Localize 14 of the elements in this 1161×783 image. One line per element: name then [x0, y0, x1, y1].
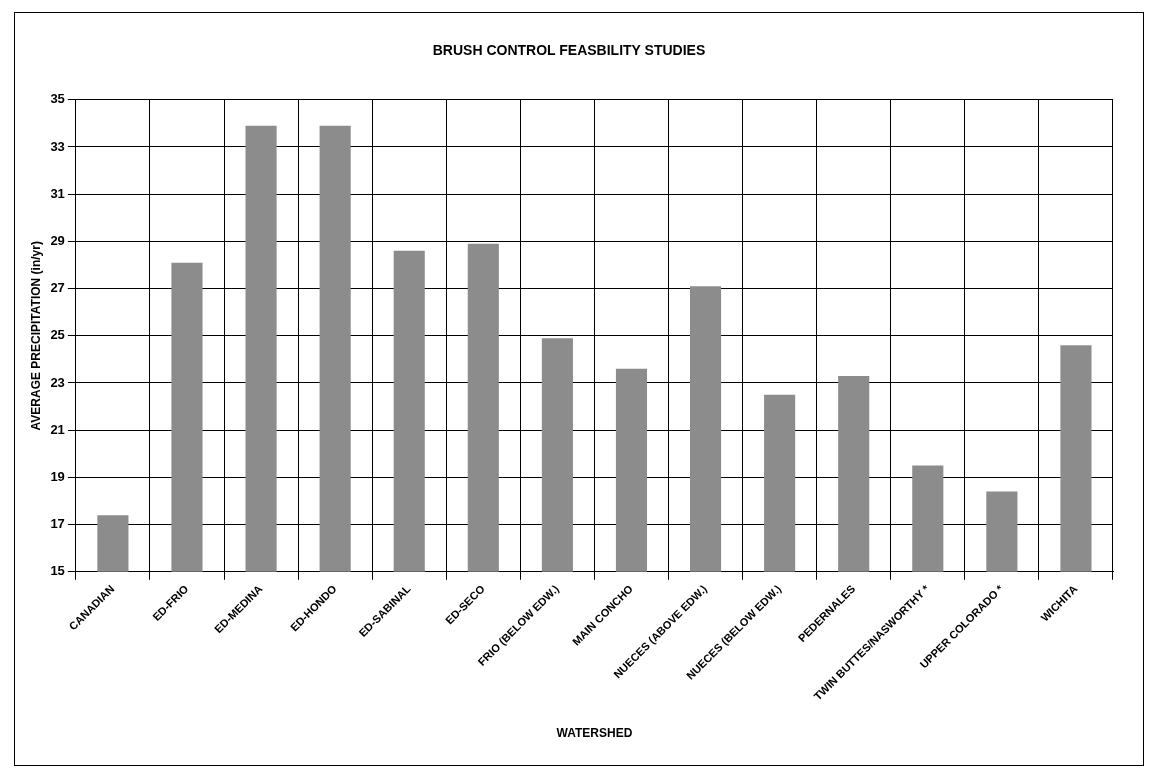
y-tick-label: 25 [50, 327, 65, 343]
y-tick-label: 33 [50, 138, 65, 154]
y-tick-label: 19 [50, 468, 65, 484]
chart-title: BRUSH CONTROL FEASBILITY STUDIES [432, 42, 706, 59]
x-axis-title: WATERSHED [556, 726, 633, 741]
y-tick-label: 31 [50, 185, 65, 201]
y-tick-label: 15 [50, 563, 65, 579]
y-tick-label: 21 [50, 421, 65, 437]
y-tick-label: 35 [50, 91, 65, 107]
y-tick-label: 29 [50, 232, 65, 248]
y-tick-label: 23 [50, 374, 65, 390]
y-axis-title: AVERAGE PRECIPITATION (in/yr) [28, 241, 43, 431]
y-tick-label: 27 [50, 280, 65, 296]
y-tick-label: 17 [50, 516, 65, 532]
